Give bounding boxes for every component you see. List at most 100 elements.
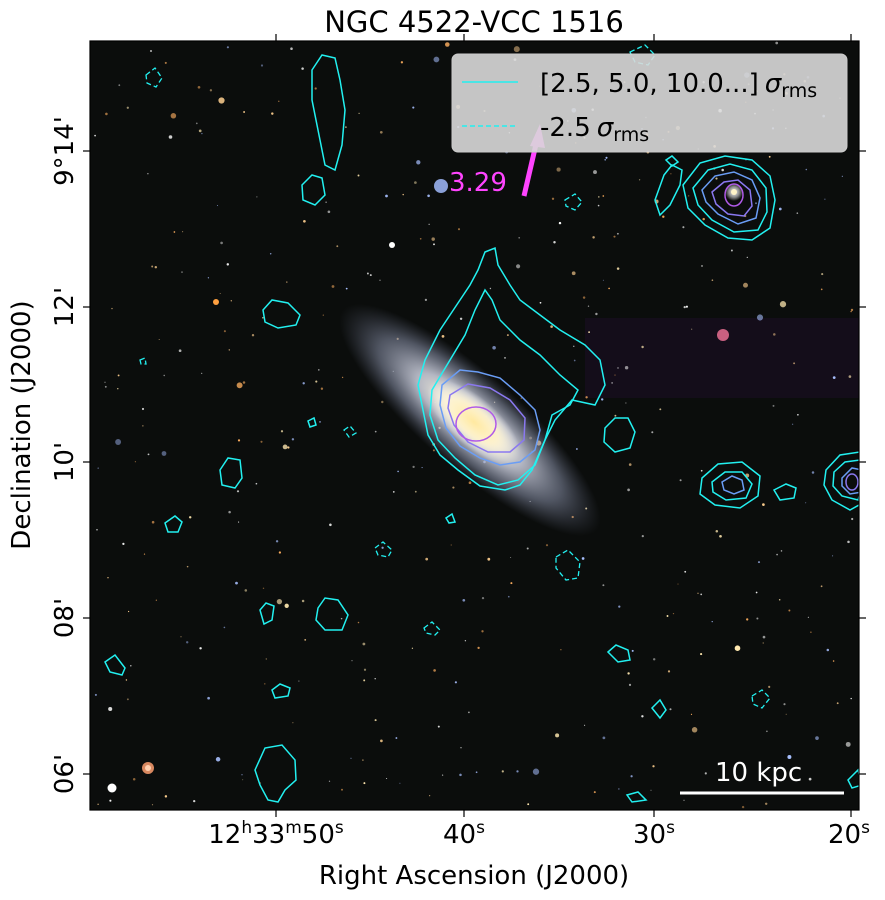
background-star xyxy=(228,349,231,351)
background-star xyxy=(555,733,560,738)
background-star xyxy=(424,298,428,302)
background-star xyxy=(207,277,210,279)
contour-edge-source xyxy=(823,451,859,511)
background-star xyxy=(107,577,109,579)
background-star xyxy=(414,490,417,493)
background-star xyxy=(616,232,619,235)
background-stars xyxy=(94,41,854,809)
background-star xyxy=(787,755,792,759)
background-star xyxy=(611,382,613,384)
background-star xyxy=(755,591,758,594)
red-source xyxy=(717,329,729,341)
background-star xyxy=(207,696,210,700)
legend-entry-positive: [2.5, 5.0, 10.0...] σrms xyxy=(540,69,817,102)
background-star xyxy=(425,557,429,561)
background-star xyxy=(602,279,604,281)
background-star xyxy=(363,782,366,785)
ra-tick-label-0: 12h33m50s xyxy=(208,818,344,850)
background-star xyxy=(780,550,783,552)
background-star xyxy=(702,217,705,221)
background-star xyxy=(201,132,203,135)
background-star xyxy=(125,679,128,681)
background-star xyxy=(588,331,590,333)
legend-entry-negative: -2.5 σrms xyxy=(540,113,649,146)
background-star xyxy=(97,467,99,469)
background-star xyxy=(595,312,598,316)
background-star xyxy=(516,770,519,773)
background-star xyxy=(437,725,440,728)
background-star xyxy=(700,593,703,596)
background-star xyxy=(810,631,812,633)
background-star xyxy=(602,584,605,587)
background-star xyxy=(584,724,586,726)
background-star xyxy=(243,111,246,113)
contour-ne-source xyxy=(682,155,776,241)
background-star xyxy=(151,265,154,268)
background-star xyxy=(847,540,850,544)
background-star xyxy=(363,668,367,671)
background-star xyxy=(797,413,799,416)
contour-galaxy-outer xyxy=(417,246,606,491)
background-star xyxy=(216,204,219,207)
background-star xyxy=(223,626,226,629)
background-star xyxy=(641,534,644,538)
background-star xyxy=(507,595,510,598)
background-star xyxy=(481,596,485,600)
background-star xyxy=(652,765,655,768)
background-star xyxy=(677,583,679,585)
background-star xyxy=(168,135,173,139)
background-star xyxy=(811,471,815,474)
background-star xyxy=(147,453,150,456)
background-star xyxy=(419,237,422,240)
background-star xyxy=(244,589,248,592)
background-star xyxy=(684,570,687,573)
background-star xyxy=(510,556,512,559)
background-star xyxy=(284,603,289,608)
background-star xyxy=(545,544,549,547)
background-star xyxy=(628,683,632,686)
background-star xyxy=(441,335,445,338)
background-star xyxy=(481,630,484,633)
background-star xyxy=(280,430,284,433)
background-star xyxy=(851,517,854,521)
background-star xyxy=(585,396,588,399)
background-star xyxy=(278,551,282,554)
background-star xyxy=(301,67,304,70)
background-star xyxy=(132,778,136,781)
background-star xyxy=(345,126,347,128)
background-star xyxy=(768,685,771,688)
background-star xyxy=(832,555,834,557)
background-star xyxy=(711,279,714,282)
background-star xyxy=(379,130,383,134)
background-star xyxy=(581,557,585,560)
background-star xyxy=(105,112,108,116)
background-star xyxy=(429,795,431,797)
contour-galaxy-mid xyxy=(439,369,541,466)
contour-galaxy-inner xyxy=(455,406,497,442)
dec-tick-label-1: 12' xyxy=(50,287,80,327)
background-star xyxy=(374,677,376,680)
background-star xyxy=(459,317,463,321)
background-star xyxy=(395,737,398,739)
background-star xyxy=(379,279,381,281)
beam-marker xyxy=(107,783,117,793)
dec-tick-label-0: 9°14' xyxy=(50,116,80,186)
background-star xyxy=(141,407,145,411)
background-star xyxy=(358,112,360,115)
background-star xyxy=(226,263,230,266)
background-star xyxy=(260,64,264,67)
background-star xyxy=(815,736,819,740)
background-star xyxy=(614,414,617,417)
background-star xyxy=(366,272,369,275)
background-star xyxy=(778,207,782,211)
background-star xyxy=(467,711,470,714)
background-star xyxy=(236,490,240,493)
background-star xyxy=(598,196,600,198)
background-star xyxy=(587,305,590,307)
background-star xyxy=(380,739,383,743)
background-star xyxy=(186,565,189,568)
background-star xyxy=(416,160,421,165)
background-star xyxy=(743,282,748,288)
background-star xyxy=(764,802,768,806)
background-star xyxy=(198,129,202,133)
